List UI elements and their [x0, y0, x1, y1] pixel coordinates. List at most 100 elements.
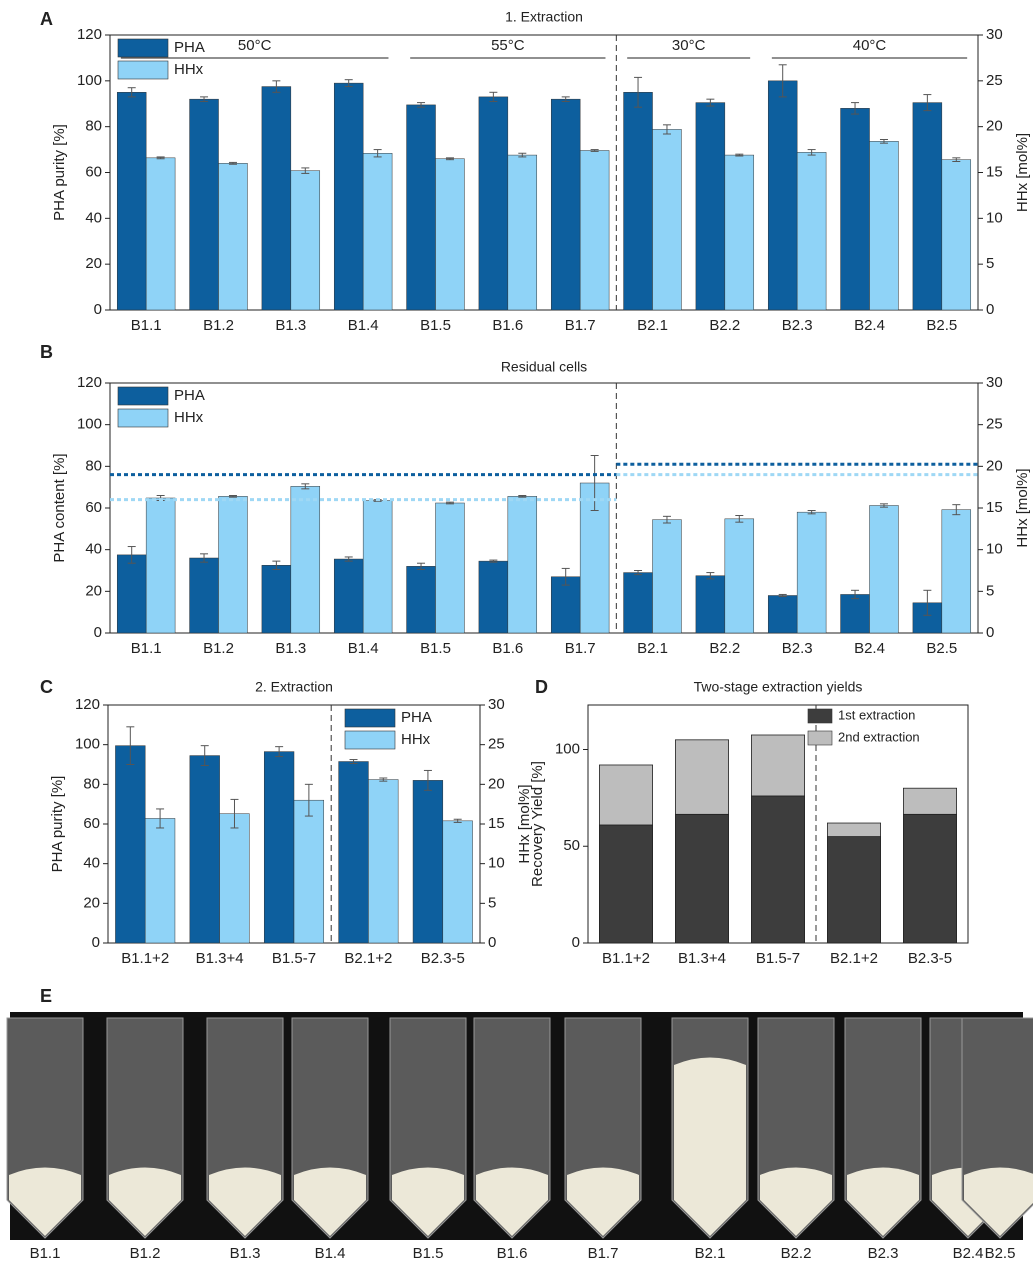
bar	[294, 800, 324, 943]
x-tick-label: B1.3+4	[678, 950, 726, 967]
legend-swatch	[808, 731, 832, 745]
chart-title: Residual cells	[501, 359, 587, 375]
x-tick-label: B2.5	[926, 640, 957, 657]
bar	[145, 818, 175, 943]
y2-tick-label: 0	[986, 624, 994, 641]
x-tick-label: B2.1+2	[344, 950, 392, 967]
y-axis-label: PHA purity [%]	[51, 124, 68, 221]
photo-label: B1.2	[130, 1245, 161, 1262]
bar	[624, 573, 653, 633]
bar-segment	[827, 837, 880, 943]
bar-segment	[751, 796, 804, 943]
legend-swatch	[118, 387, 168, 405]
y-tick-label: 60	[85, 499, 102, 516]
group-label: 40°C	[853, 37, 887, 54]
y2-tick-label: 10	[986, 541, 1003, 558]
y-tick-label: 60	[85, 163, 102, 180]
y2-tick-label: 5	[488, 894, 496, 911]
y-tick-label: 20	[83, 894, 100, 911]
legend-swatch	[118, 61, 168, 79]
bar	[413, 780, 443, 943]
bar	[407, 105, 436, 310]
y-tick-label: 60	[83, 815, 100, 832]
bar	[768, 81, 797, 310]
x-tick-label: B2.3	[782, 640, 813, 657]
y2-tick-label: 30	[986, 374, 1003, 391]
bar	[117, 92, 146, 310]
bar-segment	[903, 814, 956, 943]
y2-tick-label: 20	[986, 118, 1003, 135]
y-axis-label: PHA purity [%]	[49, 776, 66, 873]
photo-label: B1.4	[315, 1245, 346, 1262]
bar	[291, 486, 320, 633]
photo-label: B1.5	[413, 1245, 444, 1262]
y-tick-label: 100	[77, 416, 102, 433]
y-axis-label: Recovery Yield [%]	[529, 761, 546, 887]
panel-label: C	[40, 677, 53, 697]
photo-label: B1.1	[30, 1245, 61, 1262]
x-tick-label: B2.3-5	[421, 950, 465, 967]
y2-tick-label: 15	[488, 815, 505, 832]
x-tick-label: B2.2	[709, 640, 740, 657]
y2-tick-label: 20	[986, 457, 1003, 474]
y-tick-label: 0	[94, 624, 102, 641]
y-tick-label: 100	[555, 740, 580, 757]
y-tick-label: 120	[77, 26, 102, 43]
x-tick-label: B1.1+2	[602, 950, 650, 967]
y-tick-label: 120	[77, 374, 102, 391]
bar	[797, 512, 826, 633]
legend-swatch	[118, 409, 168, 427]
x-tick-label: B2.4	[854, 640, 885, 657]
y-tick-label: 80	[83, 775, 100, 792]
x-tick-label: B1.4	[348, 317, 379, 334]
bar	[508, 155, 537, 310]
bar	[624, 92, 653, 310]
bar	[219, 496, 248, 633]
bar	[841, 108, 870, 310]
y-tick-label: 100	[75, 736, 100, 753]
y2-tick-label: 20	[488, 775, 505, 792]
bar	[219, 163, 248, 310]
y2-axis-label: HHx [mol%]	[1014, 468, 1031, 547]
x-tick-label: B2.4	[854, 317, 885, 334]
bar	[363, 153, 392, 310]
photo-label: B2.2	[781, 1245, 812, 1262]
bar	[479, 561, 508, 633]
y2-tick-label: 25	[986, 416, 1003, 433]
bar	[262, 565, 291, 633]
panel-label: B	[40, 342, 53, 362]
bar	[190, 99, 219, 310]
photo-label: B2.1	[695, 1245, 726, 1262]
y2-tick-label: 25	[488, 736, 505, 753]
x-tick-label: B1.1+2	[121, 950, 169, 967]
x-tick-label: B1.7	[565, 640, 596, 657]
bar	[696, 576, 725, 633]
legend-label: HHx	[401, 731, 431, 748]
x-tick-label: B1.4	[348, 640, 379, 657]
group-label: 50°C	[238, 37, 272, 54]
x-tick-label: B1.5	[420, 317, 451, 334]
chart-title: Two-stage extraction yields	[694, 679, 863, 695]
x-tick-label: B2.1+2	[830, 950, 878, 967]
y-tick-label: 120	[75, 696, 100, 713]
y-tick-label: 40	[83, 855, 100, 872]
bar	[696, 103, 725, 310]
x-tick-label: B2.1	[637, 640, 668, 657]
x-tick-label: B1.5	[420, 640, 451, 657]
y2-tick-label: 30	[986, 26, 1003, 43]
y-tick-label: 20	[85, 255, 102, 272]
bar	[725, 519, 754, 633]
y-tick-label: 50	[563, 837, 580, 854]
bar	[190, 756, 220, 943]
y2-tick-label: 0	[488, 934, 496, 951]
y-tick-label: 40	[85, 209, 102, 226]
x-tick-label: B1.5-7	[272, 950, 316, 967]
bar	[115, 746, 145, 943]
bar	[262, 87, 291, 310]
bar	[870, 506, 899, 634]
photo-label: B2.5	[985, 1245, 1016, 1262]
y-tick-label: 100	[77, 72, 102, 89]
legend-label: PHA	[174, 39, 205, 56]
bar	[146, 158, 175, 310]
bar	[436, 159, 465, 310]
